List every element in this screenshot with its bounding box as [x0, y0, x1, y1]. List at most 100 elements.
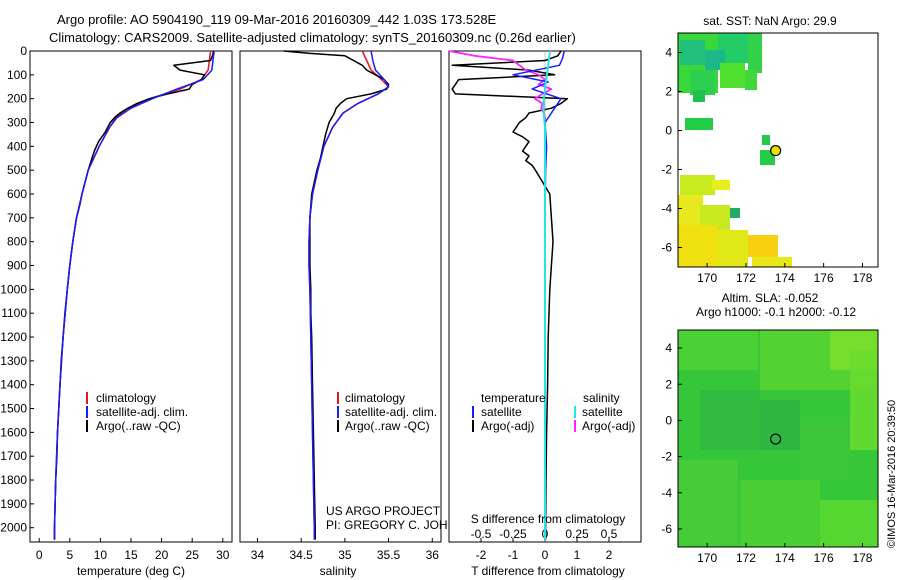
- depth-tick-label: 1900: [0, 497, 27, 511]
- depth-axis: 0 100 200 300 400 500 600 700 800 900 1000 1100 1200…: [0, 44, 34, 535]
- temperature-lines: [53, 50, 215, 540]
- salinity-satellite-line: [308, 50, 390, 540]
- depth-tick-label: 300: [7, 116, 27, 130]
- map-x-tick-label: 170: [697, 271, 717, 285]
- sst-cell: [718, 230, 748, 267]
- sla-cell: [740, 480, 820, 547]
- map-y-tick-label: -2: [661, 163, 672, 177]
- depth-tick-label: 1400: [0, 378, 27, 392]
- x2-tick-label: -0.25: [499, 527, 527, 541]
- depth-tick-label: 900: [7, 259, 27, 273]
- salinity-panel: 34 34.5 35 35.5 36 salinity climatology sate…: [239, 50, 482, 578]
- map-x-tick-label: 174: [775, 551, 795, 565]
- legend-s-argo: Argo(-adj): [582, 419, 635, 433]
- difference-lines: [448, 50, 569, 542]
- depth-tick-label: 1700: [0, 449, 27, 463]
- depth-tick-label: 1200: [0, 330, 27, 344]
- map-y-tick-label: -2: [661, 450, 672, 464]
- depth-tick-label: 1800: [0, 473, 27, 487]
- x-tick-label: 1: [574, 548, 581, 562]
- map-y-tick-label: -4: [661, 202, 672, 216]
- x-tick-label: 35: [338, 548, 352, 562]
- sst-cell: [680, 40, 705, 65]
- argo-float-marker: [770, 433, 782, 445]
- x-tick-label: 0: [542, 548, 549, 562]
- temperature-xlabel: temperature (deg C): [77, 564, 185, 578]
- legend-salinity-title: salinity: [583, 391, 620, 405]
- sst-cell: [693, 90, 705, 102]
- sla-map-cells: [678, 330, 878, 547]
- sla-cell: [820, 500, 878, 547]
- legend-t-satellite: satellite: [481, 405, 522, 419]
- sst-cell: [762, 135, 770, 145]
- sst-map-title: sat. SST: NaN Argo: 29.9: [703, 14, 837, 28]
- map-x-tick-label: 172: [736, 271, 756, 285]
- map-x-tick-label: 178: [852, 551, 872, 565]
- sla-cell: [678, 330, 758, 370]
- legend-satellite: satellite-adj. clim.: [345, 405, 437, 419]
- difference-x-axis: -2 -1 0 1 2-0.5 -0.25 0 0.25 0.5: [471, 527, 618, 562]
- temperature-plot-frame: [29, 50, 233, 543]
- header-line1: Argo profile: AO 5904190_119 09-Mar-2016…: [57, 12, 497, 27]
- depth-tick-label: 200: [7, 92, 27, 106]
- sla-cell: [850, 350, 878, 450]
- legend-argo: Argo(..raw -QC): [345, 419, 430, 433]
- depth-tick-label: 1000: [0, 282, 27, 296]
- x-tick-label: -1: [508, 548, 519, 562]
- salinity-lines: [283, 50, 390, 540]
- map-y-tick-label: 0: [665, 124, 672, 138]
- x2-tick-label: -0.5: [471, 527, 492, 541]
- sst-map-frame: [677, 32, 879, 268]
- depth-tick-label: 100: [7, 68, 27, 82]
- t-difference-xlabel: T difference from climatology: [471, 564, 625, 578]
- sst-cell: [748, 235, 778, 257]
- depth-tick-label: 1600: [0, 425, 27, 439]
- x2-tick-label: 0.25: [565, 527, 589, 541]
- map-x-tick-label: 174: [775, 271, 795, 285]
- pi-annotation: PI: GREGORY C. JOHNSON: [326, 518, 482, 532]
- sst-map-cells: [678, 33, 792, 267]
- sst-cell: [680, 175, 715, 195]
- sla-cell: [700, 390, 760, 450]
- imos-credit: ©IMOS 16-Mar-2016 20:39:50: [886, 400, 898, 548]
- sst-map-axes: 170 172 174 176 178 4 2 0 -2 -4 -6: [661, 46, 872, 286]
- salinity-xlabel: salinity: [320, 564, 357, 578]
- x-tick-label: 15: [124, 548, 138, 562]
- x-tick-label: 34.5: [289, 548, 313, 562]
- difference-legend: temperature satellite Argo(-adj) salinit…: [472, 391, 635, 433]
- map-y-tick-label: 4: [665, 46, 672, 60]
- temperature-legend: climatology satellite-adj. clim. Argo(..…: [86, 391, 188, 433]
- map-x-tick-label: 172: [736, 551, 756, 565]
- x-tick-label: 2: [606, 548, 613, 562]
- x-tick-label: 25: [186, 548, 200, 562]
- x-tick-label: 5: [66, 548, 73, 562]
- sla-cell: [678, 460, 738, 547]
- x-tick-label: 35.5: [377, 548, 401, 562]
- map-x-tick-label: 178: [852, 271, 872, 285]
- sst-cell: [712, 180, 730, 190]
- x-tick-label: 30: [216, 548, 230, 562]
- depth-tick-label: 0: [20, 44, 27, 58]
- x-tick-label: 10: [94, 548, 108, 562]
- map-y-tick-label: 2: [665, 85, 672, 99]
- depth-tick-label: 600: [7, 187, 27, 201]
- sla-cell: [800, 420, 850, 480]
- salinity-legend: climatology satellite-adj. clim. Argo(..…: [337, 391, 437, 433]
- map-x-tick-label: 176: [814, 551, 834, 565]
- depth-tick-label: 800: [7, 235, 27, 249]
- salinity-plot-frame: [239, 50, 442, 543]
- depth-tick-label: 2000: [0, 521, 27, 535]
- sst-cell: [678, 225, 718, 267]
- salinity-x-axis: 34 34.5 35 35.5 36: [251, 538, 439, 562]
- s-difference-xlabel: S difference from climatology: [471, 512, 626, 526]
- sst-map-panel: sat. SST: NaN Argo: 29.9 170 172 174 176 178…: [661, 14, 879, 286]
- depth-tick-label: 700: [7, 211, 27, 225]
- depth-tick-label: 1500: [0, 402, 27, 416]
- difference-t-argo-line: [451, 50, 569, 540]
- x-tick-label: -2: [476, 548, 487, 562]
- map-x-tick-label: 176: [814, 271, 834, 285]
- sst-cell: [730, 208, 740, 218]
- legend-s-satellite: satellite: [582, 405, 623, 419]
- legend-climatology: climatology: [345, 391, 405, 405]
